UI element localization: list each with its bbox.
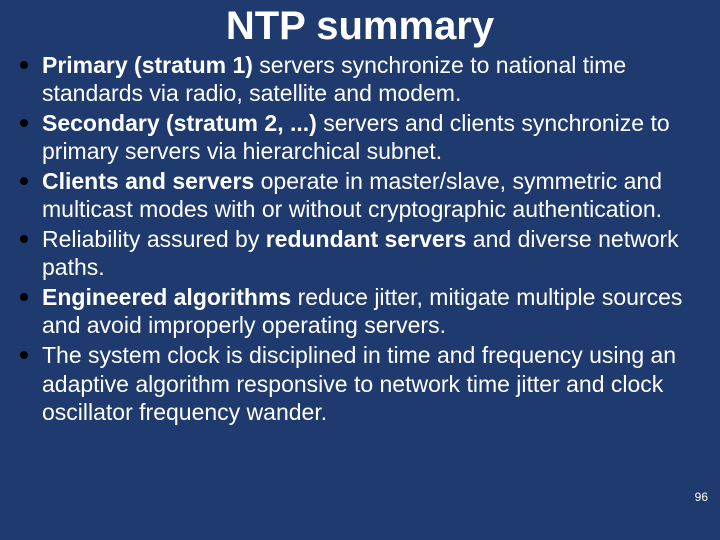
- list-item: Secondary (stratum 2, ...) servers and c…: [14, 109, 700, 165]
- bullet-bold-lead: Secondary (stratum 2, ...): [42, 110, 317, 136]
- bullet-list: Primary (stratum 1) servers synchronize …: [0, 51, 720, 426]
- bullet-text: The system clock is disciplined in time …: [42, 342, 676, 424]
- list-item: The system clock is disciplined in time …: [14, 341, 700, 425]
- bullet-text: Reliability assured by: [42, 226, 266, 252]
- list-item: Engineered algorithms reduce jitter, mit…: [14, 283, 700, 339]
- slide-title: NTP summary: [0, 0, 720, 51]
- list-item: Reliability assured by redundant servers…: [14, 225, 700, 281]
- list-item: Primary (stratum 1) servers synchronize …: [14, 51, 700, 107]
- bullet-bold-lead: Clients and servers: [42, 168, 254, 194]
- list-item: Clients and servers operate in master/sl…: [14, 167, 700, 223]
- slide: NTP summary Primary (stratum 1) servers …: [0, 0, 720, 540]
- bullet-bold-mid: redundant servers: [266, 226, 467, 252]
- page-number: 96: [695, 490, 708, 504]
- bullet-bold-lead: Engineered algorithms: [42, 284, 291, 310]
- bullet-bold-lead: Primary (stratum 1): [42, 52, 253, 78]
